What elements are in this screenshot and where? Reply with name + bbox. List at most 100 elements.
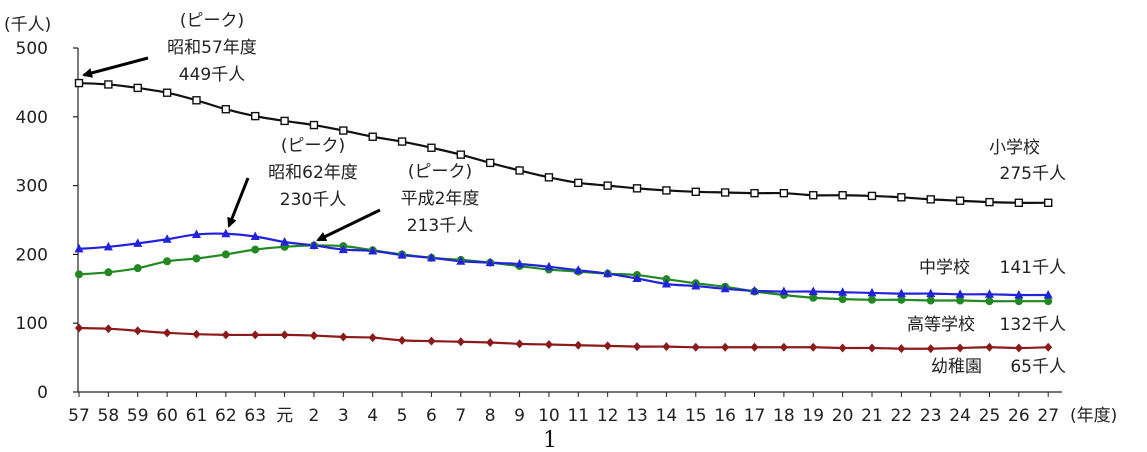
data-point [162,88,172,97]
annotation-arrow [227,177,250,228]
series-label-kindergarten: 幼稚園 65千人 [931,357,1066,377]
data-point [809,293,818,302]
x-tick-label: 59 [127,406,149,426]
data-point [515,259,525,268]
x-tick-label: 26 [1008,406,1030,426]
data-point [456,337,465,347]
data-point [251,111,260,121]
data-point [985,342,994,352]
data-point [104,324,113,334]
x-tick-label: 25 [979,406,1001,426]
x-tick-label: 63 [244,406,266,426]
data-point [485,158,495,168]
y-tick-label: 300 [16,177,48,197]
x-tick-label: 10 [538,406,560,426]
data-point [896,288,906,298]
x-tick-label: 4 [367,406,378,426]
data-point [779,188,789,198]
data-point [867,191,877,201]
annotation-line: 449千人 [179,65,245,85]
data-point [74,78,84,88]
x-tick-label: 5 [397,406,408,426]
data-point [661,278,671,288]
data-point [632,273,642,282]
data-point [632,184,642,193]
data-point [750,285,760,295]
data-point [956,343,965,353]
data-point [985,297,994,306]
annotation-line: 平成2年度 [401,189,480,209]
series-value-label: 141千人 [1000,258,1066,278]
series-line [78,326,1049,350]
data-point [662,342,671,352]
data-point [926,288,936,298]
data-point [251,330,260,340]
data-point [133,238,143,247]
data-point [926,344,935,354]
series-name: 高等学校 [907,315,975,335]
data-point [574,178,583,188]
x-tick-label: 15 [685,406,707,426]
data-point [750,342,759,352]
x-tick-label: 24 [949,406,971,426]
data-point [398,335,407,345]
data-point [74,243,84,253]
data-point [838,287,848,296]
data-point [250,231,260,241]
data-point [926,195,935,204]
data-point [808,286,818,296]
data-point [1014,297,1023,306]
data-point [221,330,230,340]
y-axis-title: (千人) [4,15,51,35]
series-name: 中学校 [919,258,970,278]
x-tick-label: 12 [597,406,619,426]
y-tick-label: 500 [16,39,48,59]
data-point [633,342,642,352]
data-point [309,240,319,249]
data-point [897,344,906,354]
data-point [133,326,142,336]
x-tick-label: 61 [186,406,208,426]
annotation-line: 昭和62年度 [268,163,358,183]
data-point [397,137,407,146]
x-tick-label: 9 [514,406,525,426]
series-name: 幼稚園 [931,357,982,377]
series-label-high-school: 高等学校 132千人 [907,315,1066,335]
annotation-arrow [316,208,381,242]
annotation-line: (ピーク) [281,136,345,156]
data-point [1044,297,1053,306]
annotation-heisei2: (ピーク) 平成2年度 213千人 [316,162,480,242]
series-label-elementary: 小学校 275千人 [989,138,1066,184]
series-markers [74,78,1053,354]
data-point [221,105,231,114]
x-tick-label: 16 [714,406,736,426]
data-point [221,250,230,259]
series-value-label: 275千人 [1000,164,1066,184]
data-point [221,228,231,238]
data-point [779,286,789,296]
x-tick-label: 11 [567,406,589,426]
data-point [163,328,172,338]
data-point [809,342,818,352]
x-tick-label: 6 [426,406,437,426]
annotation-showa57: (ピーク) 昭和57年度 449千人 [82,11,257,85]
data-point [1044,198,1053,208]
x-tick-label: 8 [485,406,496,426]
data-point [368,333,377,343]
data-point [691,342,700,352]
data-point [338,244,348,254]
data-point [867,343,876,353]
x-tick-label: 13 [626,406,648,426]
x-tick-label: 7 [455,406,466,426]
series-lines [78,81,1049,350]
data-point [1043,289,1053,299]
y-tick-label: 200 [16,245,48,265]
x-tick-label: 58 [98,406,120,426]
data-point [603,341,612,351]
data-point [662,186,671,195]
data-point [1014,198,1024,208]
data-point [485,257,495,267]
data-point [191,229,201,238]
data-point [573,265,583,274]
x-tick-label: 18 [773,406,795,426]
